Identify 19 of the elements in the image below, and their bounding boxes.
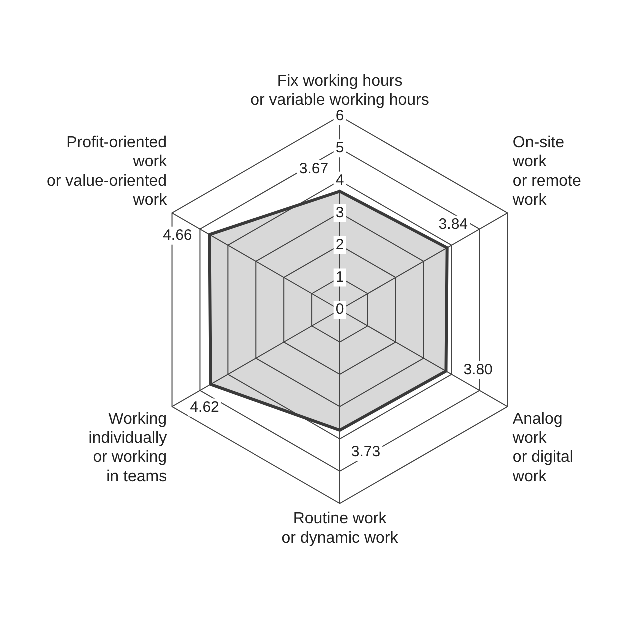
y-tick-label: 3 [336,204,344,222]
spoke-label: Routine work or dynamic work [282,510,400,547]
data-label: 3.67 [299,160,329,178]
y-tick-label: 2 [336,236,344,254]
spoke-label: Fix working hours or variable working hours [250,72,430,110]
spoke-label: On-site work or remote work [512,134,582,209]
spoke-label: Working individually or working in teams [88,410,168,486]
y-tick-label: 5 [336,140,344,157]
spoke-label: Profit-oriented work or value-oriented work [46,134,168,209]
data-label: 4.62 [190,398,220,416]
data-label: 3.80 [464,361,493,378]
y-tick-label: 0 [336,301,344,318]
data-label: 4.66 [163,227,192,244]
data-label: 3.73 [351,444,381,461]
y-tick-label: 4 [336,172,344,190]
data-label: 3.84 [438,216,468,234]
y-tick-label: 6 [336,107,344,124]
spoke-label: Analog work or digital work [512,410,574,486]
y-tick-label: 1 [336,268,344,286]
